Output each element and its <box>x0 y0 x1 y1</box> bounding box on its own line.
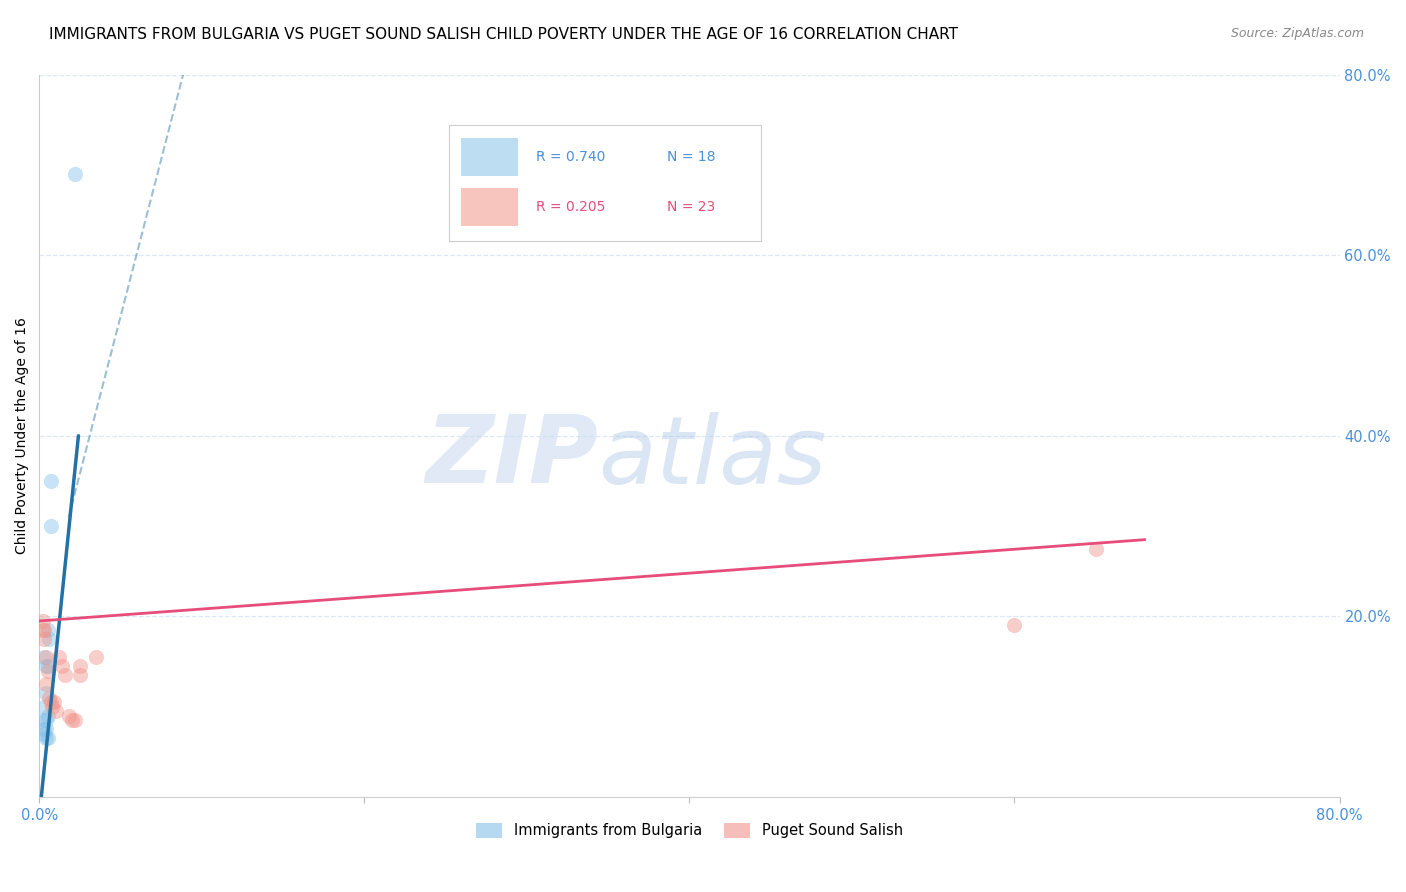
Point <box>35 650 58 665</box>
Point <box>84 650 107 665</box>
Point <box>35 731 58 746</box>
Point <box>45 704 67 718</box>
Point <box>34 699 56 714</box>
Point <box>63 167 86 181</box>
Point <box>51 659 73 673</box>
Point <box>35 714 58 728</box>
Point <box>39 695 62 709</box>
Point <box>55 668 77 682</box>
Point <box>1084 541 1107 556</box>
Point <box>42 695 65 709</box>
Point <box>37 659 59 673</box>
Point <box>38 632 60 646</box>
Y-axis label: Child Poverty Under the Age of 16: Child Poverty Under the Age of 16 <box>15 318 30 554</box>
Point <box>41 699 63 714</box>
Point <box>60 714 83 728</box>
Point <box>63 714 86 728</box>
Point <box>35 677 58 691</box>
Text: Source: ZipAtlas.com: Source: ZipAtlas.com <box>1230 27 1364 40</box>
Text: atlas: atlas <box>599 412 827 503</box>
Point <box>1004 618 1026 632</box>
Point <box>69 668 91 682</box>
Point <box>34 623 56 637</box>
Point <box>39 519 62 533</box>
Point <box>37 623 59 637</box>
Point <box>37 708 59 723</box>
Point <box>38 690 60 705</box>
Point <box>37 731 59 746</box>
Point <box>34 727 56 741</box>
Point <box>35 723 58 737</box>
Point <box>34 723 56 737</box>
Legend: Immigrants from Bulgaria, Puget Sound Salish: Immigrants from Bulgaria, Puget Sound Sa… <box>470 817 908 844</box>
Point <box>35 659 58 673</box>
Text: ZIP: ZIP <box>426 411 599 503</box>
Point <box>31 614 53 628</box>
Point <box>35 686 58 700</box>
Point <box>48 650 70 665</box>
Point <box>37 664 59 678</box>
Point <box>34 650 56 665</box>
Text: IMMIGRANTS FROM BULGARIA VS PUGET SOUND SALISH CHILD POVERTY UNDER THE AGE OF 16: IMMIGRANTS FROM BULGARIA VS PUGET SOUND … <box>49 27 959 42</box>
Point <box>34 632 56 646</box>
Point <box>69 659 91 673</box>
Point <box>34 714 56 728</box>
Point <box>31 623 53 637</box>
Point <box>58 708 80 723</box>
Point <box>39 474 62 488</box>
